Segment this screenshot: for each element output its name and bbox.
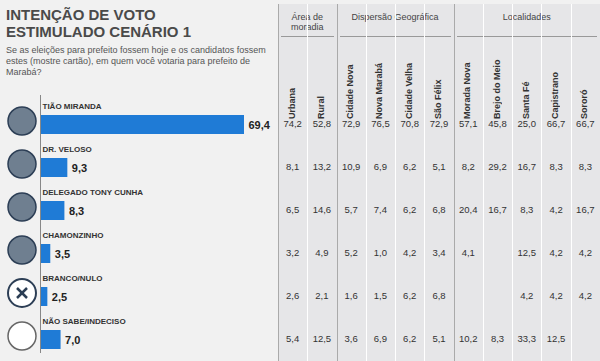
html-text:Localidades: Localidades	[502, 12, 551, 22]
html-text:8,3: 8,3	[520, 204, 534, 215]
svg-text:DELEGADO TONY CUNHA: DELEGADO TONY CUNHA	[43, 188, 144, 197]
html-text:12,5: 12,5	[546, 333, 566, 344]
html-text:1,0: 1,0	[373, 247, 387, 258]
html-text:70,8: 70,8	[400, 118, 419, 129]
svg-text:3,5: 3,5	[55, 248, 70, 260]
html-text:6,8: 6,8	[432, 204, 446, 215]
html-text:Brejo do Meio: Brejo do Meio	[491, 59, 502, 119]
html-text:12,5: 12,5	[312, 333, 332, 344]
html-text:Urbana: Urbana	[286, 88, 297, 119]
html-text:6,8: 6,8	[432, 290, 446, 301]
svg-text:69,4: 69,4	[249, 119, 271, 131]
html-text:5,2: 5,2	[344, 247, 358, 258]
html-text:7,4: 7,4	[373, 204, 387, 215]
html-text:6,9: 6,9	[373, 161, 387, 172]
html-text:4,2: 4,2	[578, 247, 592, 258]
html-text:16,7: 16,7	[517, 161, 536, 172]
html-text:2,6: 2,6	[286, 290, 300, 301]
html-text:16,7: 16,7	[488, 204, 507, 215]
html-text:3,2: 3,2	[286, 247, 300, 258]
html-text:1,6: 1,6	[344, 290, 358, 301]
html-text:72,9: 72,9	[429, 118, 449, 129]
html-text:66,7: 66,7	[576, 118, 595, 129]
html-text:52,8: 52,8	[312, 118, 332, 129]
html-text:29,2: 29,2	[488, 161, 507, 172]
html-text:6,9: 6,9	[373, 333, 387, 344]
html-text:6,5: 6,5	[286, 204, 300, 215]
html-text:Morada Nova: Morada Nova	[462, 62, 473, 119]
html-text:Cidade Nova: Cidade Nova	[345, 64, 356, 119]
html-text:45,8: 45,8	[488, 118, 507, 129]
html-text:4,2: 4,2	[403, 247, 417, 258]
html-text:66,7: 66,7	[546, 118, 566, 129]
svg-text:8,3: 8,3	[69, 205, 84, 217]
html-text:São Félix: São Félix	[433, 79, 443, 119]
html-text:10,2: 10,2	[459, 333, 478, 344]
html-text:5,4: 5,4	[286, 333, 300, 344]
html-text:8,3: 8,3	[578, 161, 592, 172]
html-text:4,2: 4,2	[578, 290, 592, 301]
html-text:6,2: 6,2	[403, 290, 417, 301]
html-text:8,1: 8,1	[286, 161, 300, 172]
html-text:3,4: 3,4	[432, 247, 446, 258]
html-text:4,2: 4,2	[549, 247, 563, 258]
html-text:74,2: 74,2	[283, 118, 302, 129]
html-text:76,5: 76,5	[371, 118, 390, 129]
html-text:57,1: 57,1	[459, 118, 478, 129]
html-text:Santa Fé: Santa Fé	[520, 81, 531, 119]
html-text:25,0: 25,0	[517, 118, 536, 129]
svg-text:CHAMONZINHO: CHAMONZINHO	[43, 231, 104, 240]
html-text:1,5: 1,5	[373, 290, 387, 301]
svg-text:TIÃO MIRANDA: TIÃO MIRANDA	[43, 102, 102, 111]
html-text:2,1: 2,1	[315, 290, 329, 301]
html-text:14,6: 14,6	[312, 204, 332, 215]
html-text:Área de moradia: Área de moradia	[291, 12, 324, 32]
html-text:8,3: 8,3	[490, 333, 505, 344]
html-text:Sororó: Sororó	[579, 89, 590, 119]
html-text:33,3: 33,3	[517, 333, 536, 344]
svg-text:7,0: 7,0	[65, 334, 80, 346]
html-text:3,6: 3,6	[344, 333, 358, 344]
html-text:Rural: Rural	[315, 96, 326, 119]
html-text:INTENÇÃO DE VOTO ESTIMULADO CE: INTENÇÃO DE VOTO ESTIMULADO CENÁRIO 1	[6, 6, 191, 40]
html-text:4,2: 4,2	[549, 290, 563, 301]
html-text:8,2: 8,2	[461, 161, 475, 172]
svg-text:DR. VELOSO: DR. VELOSO	[43, 145, 92, 154]
html-text:16,7: 16,7	[576, 204, 595, 215]
html-text:Dispersão Geográfica: Dispersão Geográfica	[351, 12, 439, 22]
html-text:5,7: 5,7	[344, 204, 358, 215]
html-text:8,3: 8,3	[549, 161, 563, 172]
html-text:6,2: 6,2	[403, 161, 417, 172]
svg-text:9,3: 9,3	[72, 162, 87, 174]
html-text:4,2: 4,2	[549, 204, 563, 215]
html-text:4,9: 4,9	[315, 247, 329, 258]
html-text:Se as eleições para prefeito f: Se as eleições para prefeito fossem hoje…	[6, 45, 266, 77]
html-text:20,4: 20,4	[459, 204, 478, 215]
html-text:12,5: 12,5	[517, 247, 536, 258]
html-text:Capistrano: Capistrano	[550, 72, 561, 119]
svg-text:2,5: 2,5	[52, 291, 67, 303]
html-text:4,1: 4,1	[461, 247, 475, 258]
html-text:5,1: 5,1	[432, 333, 446, 344]
html-text:5,1: 5,1	[432, 161, 446, 172]
svg-text:NÃO SABE/INDECISO: NÃO SABE/INDECISO	[43, 317, 126, 326]
svg-text:BRANCO/NULO: BRANCO/NULO	[43, 274, 103, 283]
html-text:Nova Marabá: Nova Marabá	[374, 63, 385, 119]
html-text:4,2: 4,2	[520, 290, 534, 301]
html-text:13,2: 13,2	[312, 161, 332, 172]
html-text:Cidade Velha: Cidade Velha	[403, 63, 414, 119]
html-text:72,9: 72,9	[341, 118, 361, 129]
html-text:10,9: 10,9	[341, 161, 361, 172]
html-text:6,2: 6,2	[403, 333, 417, 344]
html-text:6,2: 6,2	[403, 204, 417, 215]
